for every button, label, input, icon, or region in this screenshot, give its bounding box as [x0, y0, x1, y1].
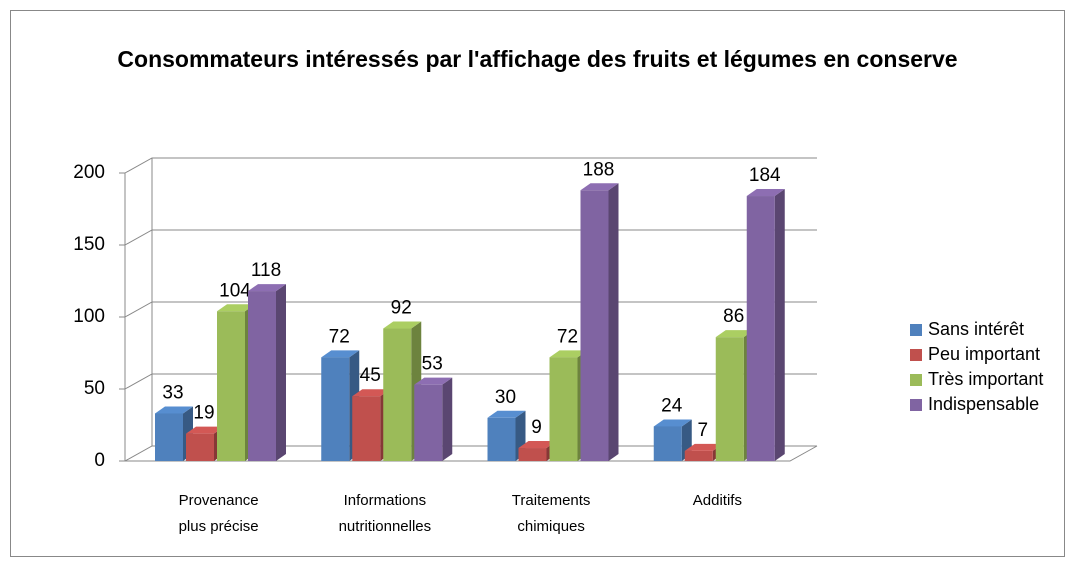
bar-side	[276, 284, 286, 461]
value-label: 53	[422, 354, 443, 375]
bar	[414, 384, 443, 461]
bar-side	[442, 377, 453, 461]
bar-top	[653, 419, 692, 427]
bar-top	[746, 189, 785, 197]
value-label: 7	[697, 420, 708, 441]
bar	[746, 196, 775, 462]
bar-top	[414, 377, 453, 385]
legend-label: Peu important	[928, 344, 1040, 364]
bar-top	[321, 350, 360, 358]
value-label: 30	[495, 387, 516, 408]
x-tick-label: Traitements chimiques	[511, 492, 591, 535]
bar	[217, 311, 245, 461]
legend-label: Très important	[928, 369, 1043, 389]
y-tick-label: 0	[94, 450, 105, 471]
x-tick-label: Additifs	[692, 492, 742, 509]
value-label: 72	[329, 326, 350, 347]
value-label: 24	[661, 395, 683, 416]
y-tick-label: 200	[73, 162, 105, 183]
value-label: 104	[219, 280, 251, 301]
legend-label: Sans intérêt	[928, 319, 1024, 339]
bar	[518, 448, 547, 461]
bar-top	[217, 304, 255, 312]
bar	[383, 328, 412, 461]
bar	[549, 357, 578, 461]
bar-top	[186, 426, 224, 434]
bar	[715, 337, 744, 461]
bar-top	[549, 350, 588, 358]
value-label: 86	[723, 306, 744, 327]
value-label: 19	[193, 403, 214, 424]
bar	[580, 190, 609, 461]
x-tick-label: Provenance plus précise	[178, 492, 259, 535]
bar	[155, 413, 183, 461]
bar-side	[608, 183, 619, 461]
bar-top	[248, 284, 286, 292]
bar	[684, 450, 713, 461]
value-label: 184	[749, 165, 781, 186]
chart-title: Consommateurs intéressés par l'affichage…	[117, 46, 958, 72]
value-label: 9	[531, 417, 542, 438]
bar-top	[580, 183, 619, 191]
bar-top	[715, 330, 754, 338]
x-tick-label: Informations nutritionnelles	[338, 492, 432, 535]
bar	[352, 396, 381, 461]
bar	[248, 291, 276, 461]
y-tick-label: 50	[84, 378, 105, 399]
y-tick-label: 150	[73, 234, 105, 255]
bar-top	[684, 443, 723, 451]
bar-side	[774, 189, 785, 462]
bar-top	[352, 389, 391, 397]
bar-top	[383, 321, 422, 329]
bar-top	[155, 406, 193, 414]
bar	[186, 433, 214, 461]
bar	[321, 357, 350, 461]
bar-top	[518, 441, 557, 449]
chart-frame	[10, 10, 1065, 557]
bar-top	[487, 410, 526, 418]
value-label: 92	[391, 298, 412, 319]
y-tick-label: 100	[73, 306, 105, 327]
legend-swatch	[910, 349, 922, 361]
grid-line	[124, 157, 817, 174]
legend-swatch	[910, 374, 922, 386]
legend-swatch	[910, 324, 922, 336]
legend-swatch	[910, 399, 922, 411]
value-label: 118	[251, 260, 281, 281]
bar	[653, 426, 682, 461]
value-label: 33	[162, 382, 183, 403]
legend-label: Indispensable	[928, 394, 1039, 414]
value-label: 45	[360, 365, 381, 386]
value-label: 72	[557, 326, 578, 347]
bar	[487, 417, 516, 461]
value-label: 188	[583, 159, 615, 180]
